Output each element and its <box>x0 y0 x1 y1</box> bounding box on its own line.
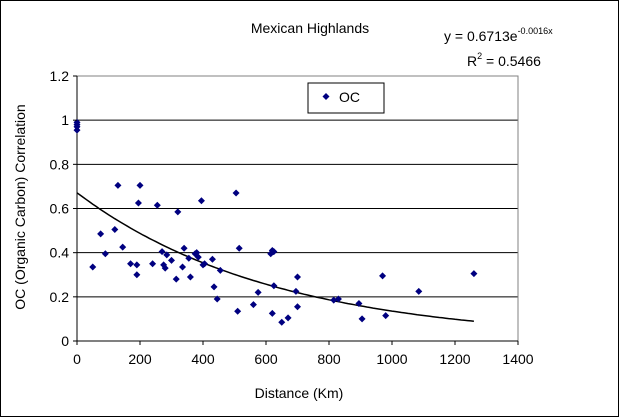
data-point <box>136 181 144 189</box>
data-point <box>294 303 301 311</box>
y-tick-label: 0.8 <box>50 156 70 172</box>
data-point <box>254 288 262 296</box>
data-point <box>153 201 161 209</box>
data-point <box>208 255 216 263</box>
data-point <box>101 250 109 258</box>
y-tick-label: 0 <box>61 333 69 349</box>
data-point <box>149 260 157 268</box>
data-point <box>133 261 141 269</box>
y-tick-label: 0.6 <box>50 201 70 217</box>
data-point <box>114 181 122 189</box>
trendline <box>76 192 474 323</box>
x-tick-label: 0 <box>73 351 81 367</box>
gridlines <box>77 75 518 298</box>
x-tick-label: 600 <box>254 351 278 367</box>
data-point <box>193 249 201 257</box>
data-point <box>213 295 221 303</box>
data-point <box>268 309 276 317</box>
data-point <box>180 244 188 252</box>
r-squared-value: = 0.5466 <box>482 53 541 69</box>
data-point <box>358 315 366 323</box>
x-tick-label: 1400 <box>502 351 533 367</box>
data-point <box>127 260 135 268</box>
data-point <box>168 256 175 264</box>
x-tick-label: 800 <box>317 351 341 367</box>
data-point <box>270 282 278 290</box>
equation-exponent: -0.0016x <box>518 26 554 36</box>
chart-title: Mexican Highlands <box>251 20 369 36</box>
data-point <box>216 266 224 274</box>
legend: OC <box>307 82 385 114</box>
data-point <box>234 307 242 315</box>
data-point <box>186 273 194 281</box>
data-point <box>278 318 286 326</box>
data-point <box>294 273 301 281</box>
data-point <box>197 197 205 205</box>
equation-base: y = 0.6713e <box>444 28 518 44</box>
r-squared-exponent: 2 <box>477 51 482 61</box>
data-point <box>97 230 105 238</box>
legend-label: OC <box>339 89 360 105</box>
r-squared-label: R <box>467 53 477 69</box>
x-tick-label: 1000 <box>376 351 407 367</box>
data-point <box>174 208 182 216</box>
data-point <box>379 272 387 280</box>
data-point <box>270 248 278 256</box>
data-point <box>119 243 127 251</box>
data-point <box>194 253 202 261</box>
data-point <box>355 299 363 307</box>
data-point <box>89 263 97 271</box>
data-point <box>292 287 300 295</box>
data-point <box>134 199 142 207</box>
y-tick-label: 0.4 <box>50 245 70 261</box>
data-point <box>201 260 209 268</box>
data-points <box>73 118 478 326</box>
data-point <box>249 301 257 309</box>
y-tick-label: 1.2 <box>50 68 70 84</box>
legend-box <box>307 82 385 114</box>
x-axis-title: Distance (Km) <box>255 385 344 401</box>
data-point <box>158 248 166 256</box>
data-point <box>235 244 243 252</box>
x-tick-label: 200 <box>128 351 152 367</box>
x-tick-label: 400 <box>191 351 215 367</box>
y-axis-title: OC (Organic Carbon) Correlation <box>12 104 28 309</box>
data-point <box>232 189 240 197</box>
data-point <box>185 254 193 262</box>
data-point <box>330 296 338 304</box>
data-point <box>133 271 141 279</box>
data-point <box>161 264 169 272</box>
r-squared: R2 = 0.5466 <box>467 51 541 69</box>
data-point <box>172 275 180 283</box>
x-axis-ticks: 0 200 400 600 800 1000 1200 1400 <box>73 341 534 367</box>
y-tick-label: 0.2 <box>50 289 70 305</box>
data-point <box>179 263 187 271</box>
data-point <box>334 295 342 303</box>
data-point <box>111 225 119 233</box>
data-point <box>284 314 292 322</box>
data-point <box>470 270 478 278</box>
y-axis-ticks: 0 0.2 0.4 0.6 0.8 1 1.2 <box>50 68 77 349</box>
x-tick-label: 1200 <box>439 351 470 367</box>
data-point <box>210 283 218 291</box>
data-point <box>415 287 423 295</box>
legend-marker <box>322 93 330 100</box>
y-tick-label: 1 <box>61 112 69 128</box>
trendline-curve <box>76 192 474 323</box>
data-point <box>73 126 81 134</box>
trendline-equation: y = 0.6713e-0.0016x <box>444 26 553 44</box>
data-point <box>163 251 171 259</box>
data-point <box>382 312 390 320</box>
